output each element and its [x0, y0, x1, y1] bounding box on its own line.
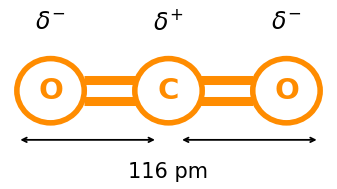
Text: 116 pm: 116 pm: [128, 162, 209, 182]
Text: $\delta^{+}$: $\delta^{+}$: [153, 10, 184, 35]
Ellipse shape: [17, 59, 84, 123]
Ellipse shape: [135, 59, 202, 123]
Ellipse shape: [253, 59, 320, 123]
Text: $\delta^{-}$: $\delta^{-}$: [271, 11, 302, 34]
Text: O: O: [274, 77, 299, 105]
Text: $\delta^{-}$: $\delta^{-}$: [35, 11, 66, 34]
Text: O: O: [38, 77, 63, 105]
Text: C: C: [158, 77, 179, 105]
